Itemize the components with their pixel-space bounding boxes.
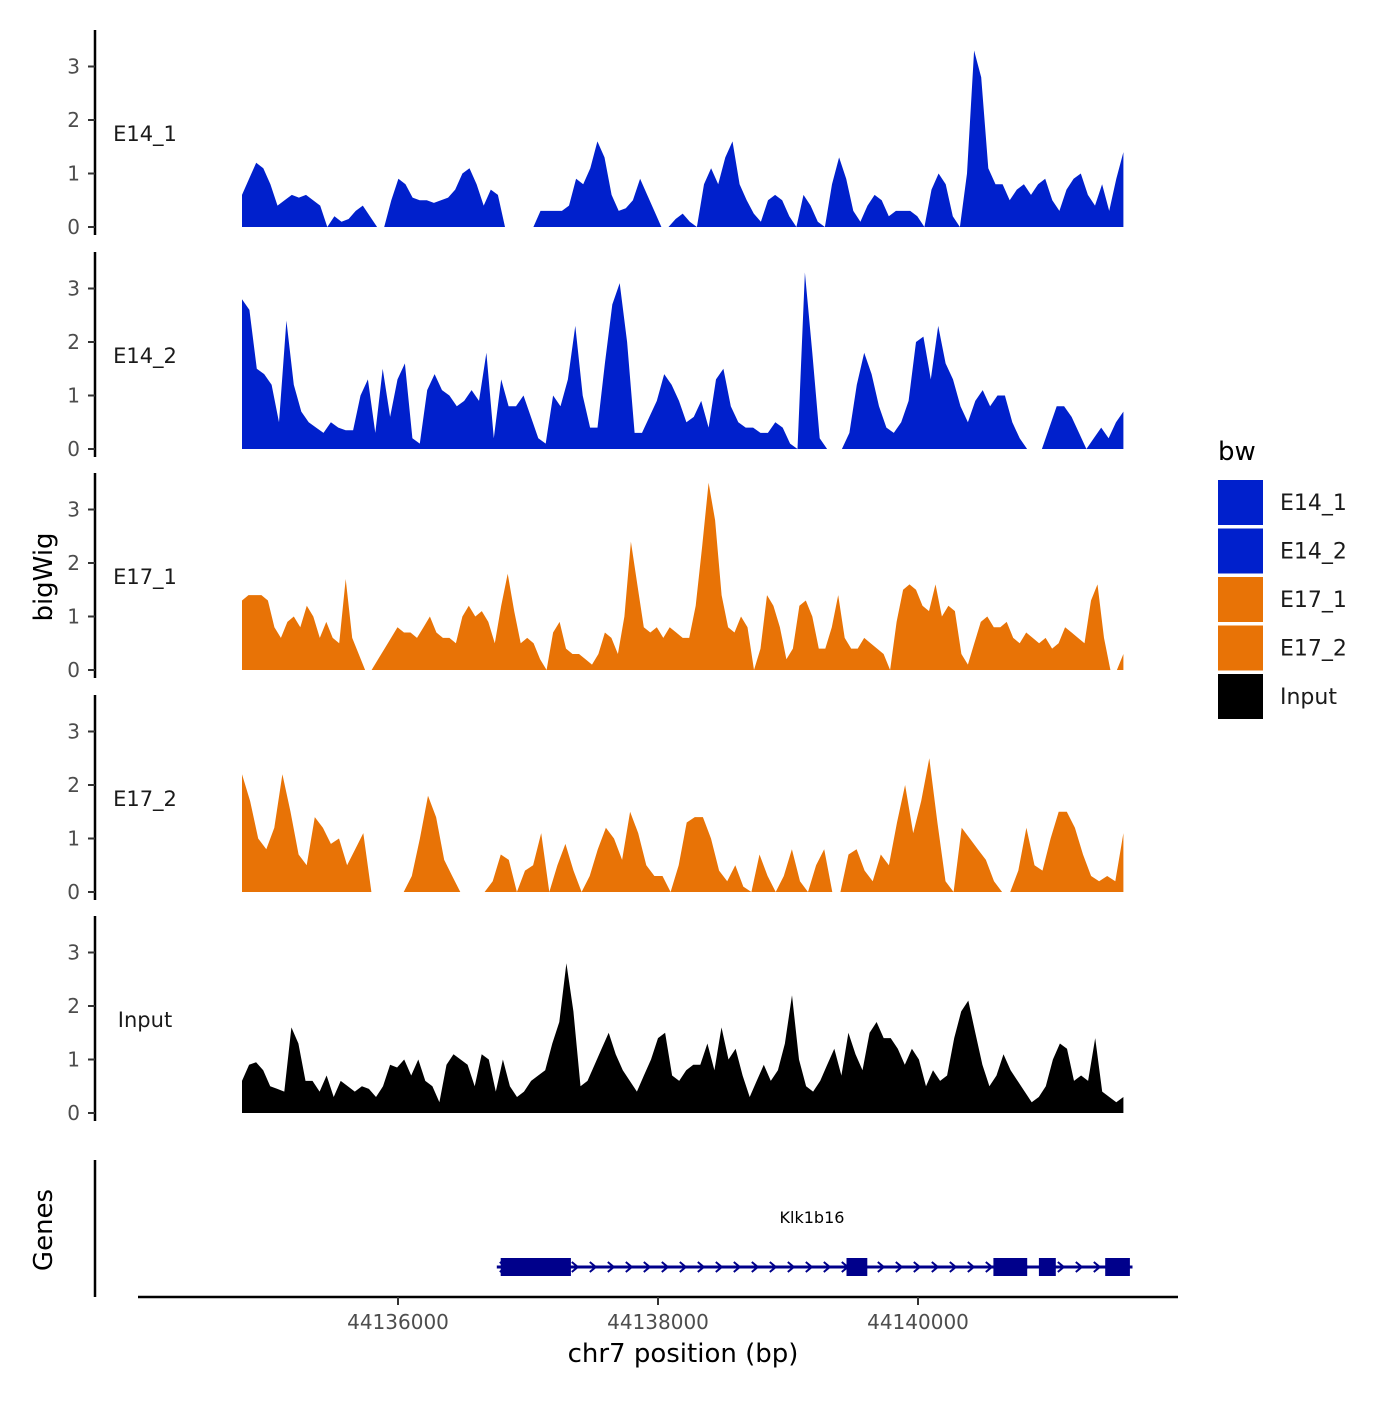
x-tick-label: 44136000 (347, 1310, 449, 1334)
strand-arrow (625, 1261, 634, 1273)
legend-swatch (1218, 577, 1263, 622)
track-label: E14_1 (113, 122, 177, 147)
strand-arrow (1057, 1261, 1066, 1273)
strand-arrow (571, 1261, 580, 1273)
strand-arrow (1075, 1261, 1084, 1273)
strand-arrow (787, 1261, 796, 1273)
strand-arrow (751, 1261, 760, 1273)
strand-arrow (931, 1261, 940, 1273)
strand-arrow (913, 1261, 922, 1273)
track-e14-2: 0 1 2 3 E14_2 (67, 252, 1124, 461)
legend-item-e17-1: E17_1 (1218, 577, 1347, 622)
y-tick-label: 2 (67, 330, 80, 354)
track-e17-1: 0 1 2 3 E17_1 (67, 473, 1124, 682)
y-tick-label: 1 (67, 384, 80, 408)
y-tick-label: 0 (67, 215, 80, 239)
strand-arrow (877, 1261, 886, 1273)
legend-swatch (1218, 674, 1263, 719)
y-tick-label: 3 (67, 720, 80, 744)
y-tick-label: 1 (67, 605, 80, 629)
strand-arrow (589, 1261, 598, 1273)
legend-swatch (1218, 625, 1263, 671)
strand-arrow (805, 1261, 814, 1273)
y-tick-label: 3 (67, 55, 80, 79)
x-tick-label: 44138000 (607, 1310, 709, 1334)
y-tick-label: 0 (67, 437, 80, 461)
track-e17-2: 0 1 2 3 E17_2 (67, 695, 1124, 904)
track-label: Input (118, 1008, 172, 1032)
y-tick-label: 0 (67, 880, 80, 904)
coverage-area-e14-2 (242, 272, 1124, 449)
coverage-tracks: 0 1 2 3 E14_1 0 1 2 3 E14_2 0 1 2 3 E17_1 0 1 2 3 E17_2 0 1 2 3… (67, 30, 1124, 1125)
y-tick-label: 1 (67, 1048, 80, 1072)
strand-arrow (661, 1261, 670, 1273)
legend-swatch (1218, 528, 1263, 574)
y-axis-title: bigWig (29, 532, 59, 621)
legend-label: E14_2 (1280, 540, 1347, 565)
strand-arrow (823, 1261, 832, 1273)
gene-track: Klk1b16 (93, 1160, 1133, 1297)
y-tick-label: 0 (67, 658, 80, 682)
gene-exon (500, 1258, 571, 1276)
coverage-area-e17-2 (242, 758, 1124, 892)
gene-exon (993, 1258, 1028, 1276)
strand-arrow (679, 1261, 688, 1273)
x-tick-label: 44140000 (867, 1310, 969, 1334)
legend-item-input: Input (1218, 674, 1337, 719)
track-label: E14_2 (113, 344, 177, 369)
coverage-area-e17-1 (242, 482, 1124, 670)
legend-item-e14-2: E14_2 (1218, 528, 1347, 574)
y-tick-label: 3 (67, 277, 80, 301)
y-tick-label: 3 (67, 498, 80, 522)
coverage-area-e14-1 (242, 50, 1124, 227)
strand-arrow (733, 1261, 742, 1273)
y-tick-label: 1 (67, 162, 80, 186)
y-tick-label: 3 (67, 941, 80, 965)
strand-arrow (1093, 1261, 1102, 1273)
strand-arrow (715, 1261, 724, 1273)
legend-label: Input (1280, 685, 1337, 710)
track-label: E17_1 (113, 565, 177, 590)
legend-title: bw (1218, 437, 1256, 467)
strand-arrow (967, 1261, 976, 1273)
gene-label: Klk1b16 (780, 1208, 845, 1227)
gene-exon (1105, 1258, 1130, 1276)
legend-item-e14-1: E14_1 (1218, 480, 1347, 525)
y-tick-label: 2 (67, 773, 80, 797)
legend: bw E14_1 E14_2 E17_1 E17_2 Input (1218, 437, 1347, 719)
legend-swatch (1218, 480, 1263, 525)
legend-label: E14_1 (1280, 491, 1347, 516)
coverage-area-input (242, 963, 1124, 1113)
legend-label: E17_1 (1280, 588, 1347, 613)
y-tick-label: 2 (67, 108, 80, 132)
track-input: 0 1 2 3 Input (67, 916, 1124, 1125)
strand-arrow (985, 1261, 994, 1273)
strand-arrow (769, 1261, 778, 1273)
gene-exon (846, 1258, 868, 1276)
strand-arrow (949, 1261, 958, 1273)
gene-exon (1038, 1258, 1056, 1276)
strand-arrow (697, 1261, 706, 1273)
x-axis: 44136000 44138000 44140000 (138, 1295, 1178, 1334)
legend-label: E17_2 (1280, 637, 1347, 662)
y-tick-label: 2 (67, 994, 80, 1018)
legend-item-e17-2: E17_2 (1218, 625, 1347, 671)
strand-arrow (643, 1261, 652, 1273)
y-tick-label: 1 (67, 827, 80, 851)
genes-axis-title: Genes (29, 1189, 59, 1271)
strand-arrow (607, 1261, 616, 1273)
track-label: E17_2 (113, 787, 177, 812)
track-e14-1: 0 1 2 3 E14_1 (67, 30, 1124, 239)
strand-arrow (895, 1261, 904, 1273)
y-tick-label: 0 (67, 1101, 80, 1125)
y-tick-label: 2 (67, 551, 80, 575)
gene-klk1b16: Klk1b16 (496, 1208, 1133, 1276)
x-axis-title: chr7 position (bp) (568, 1339, 799, 1369)
